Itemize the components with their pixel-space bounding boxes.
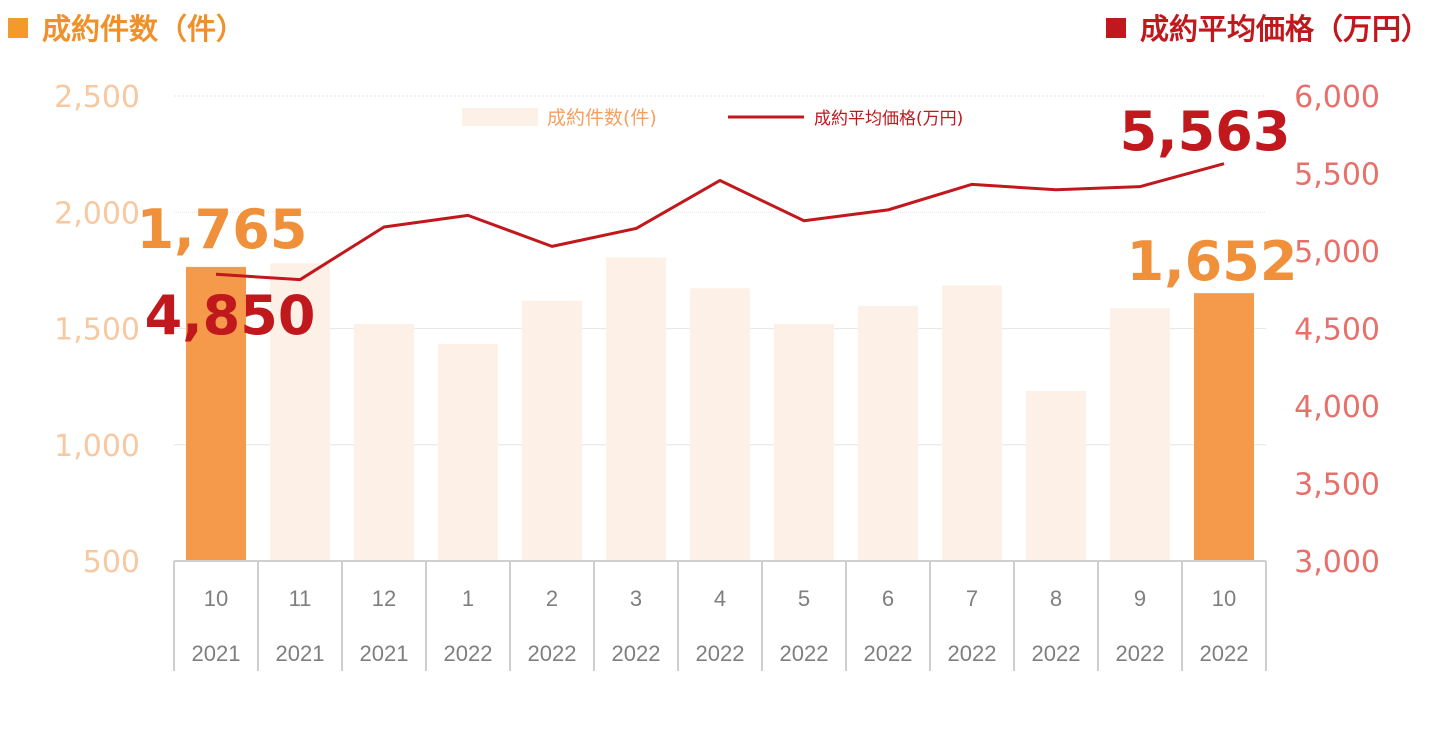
orange-square-icon (8, 18, 28, 38)
x-tick-year: 2021 (192, 641, 241, 666)
right-tick-label: 4,500 (1294, 313, 1380, 348)
data-label: 5,563 (1120, 100, 1291, 163)
left-tick-label: 2,500 (54, 80, 140, 115)
left-tick-label: 1,500 (54, 313, 140, 348)
right-axis-title: 成約平均価格（万円） (1105, 6, 1430, 48)
left-tick-label: 500 (83, 545, 140, 580)
right-tick-label: 4,000 (1294, 390, 1380, 425)
bar (522, 300, 582, 561)
x-tick-month: 6 (882, 586, 894, 611)
data-label: 4,850 (145, 284, 316, 347)
x-tick-year: 2021 (360, 641, 409, 666)
x-tick-year: 2022 (696, 641, 745, 666)
legend-label-bars: 成約件数(件) (547, 107, 657, 129)
legend-swatch-bars (462, 108, 538, 126)
bar (690, 288, 750, 561)
data-label: 1,652 (1127, 230, 1298, 293)
red-square-icon (1105, 18, 1126, 38)
x-tick-month: 11 (289, 586, 312, 611)
x-tick-year: 2022 (780, 641, 829, 666)
bar (774, 324, 834, 561)
right-tick-label: 3,500 (1294, 468, 1380, 503)
bar (1194, 293, 1254, 561)
x-tick-month: 3 (630, 586, 642, 611)
bar (942, 285, 1002, 561)
x-tick-year: 2022 (948, 641, 997, 666)
right-tick-label: 5,000 (1294, 235, 1380, 270)
right-tick-label: 6,000 (1294, 80, 1380, 115)
x-tick-month: 10 (1212, 586, 1236, 611)
x-tick-month: 5 (798, 586, 810, 611)
x-tick-year: 2022 (1032, 641, 1081, 666)
right-title-text: 成約平均価格（万円） (1139, 12, 1430, 46)
bar (186, 266, 246, 561)
x-tick-month: 8 (1050, 586, 1062, 611)
x-tick-month: 4 (714, 586, 726, 611)
x-tick-month: 7 (966, 586, 978, 611)
left-tick-label: 1,000 (54, 429, 140, 464)
x-tick-year: 2022 (444, 641, 493, 666)
left-axis-title: 成約件数（件） (8, 6, 245, 48)
x-tick-month: 9 (1134, 586, 1146, 611)
bar (606, 257, 666, 561)
bar (858, 305, 918, 561)
price-line (215, 162, 1225, 282)
bar (1110, 308, 1170, 561)
data-label: 1,765 (137, 198, 308, 261)
x-tick-month: 1 (462, 586, 474, 611)
x-tick-year: 2022 (864, 641, 913, 666)
x-tick-year: 2021 (276, 641, 325, 666)
left-title-text: 成約件数（件） (42, 12, 246, 46)
x-tick-month: 12 (372, 586, 396, 611)
bar (1026, 391, 1086, 561)
bar (270, 263, 330, 561)
right-tick-label: 3,000 (1294, 545, 1380, 580)
x-tick-year: 2022 (1116, 641, 1165, 666)
left-tick-label: 2,000 (54, 196, 140, 231)
x-tick-month: 2 (546, 586, 558, 611)
bar (438, 343, 498, 561)
x-tick-year: 2022 (528, 641, 577, 666)
legend-label-line: 成約平均価格(万円) (814, 109, 963, 129)
x-tick-year: 2022 (1200, 641, 1249, 666)
x-tick-year: 2022 (612, 641, 661, 666)
right-tick-label: 5,500 (1294, 158, 1380, 193)
bar (354, 324, 414, 561)
x-tick-month: 10 (204, 586, 228, 611)
